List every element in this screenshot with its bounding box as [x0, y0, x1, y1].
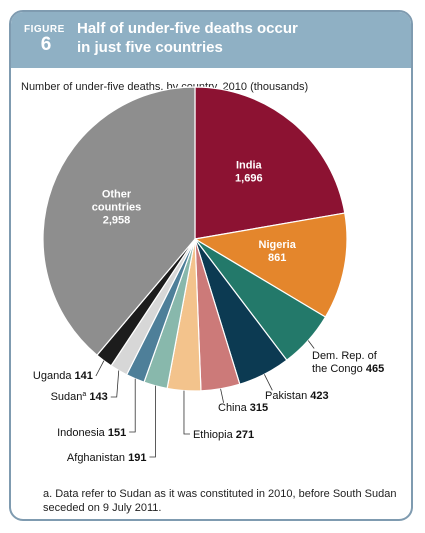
slice-label-china: China 315: [218, 402, 268, 414]
leader-line-afghanistan: [149, 385, 156, 458]
slice-label-india: India 1,696: [235, 160, 263, 185]
chart-title-line-1: Half of under-five deaths occur: [77, 20, 298, 37]
chart-title-line-2: in just five countries: [77, 39, 223, 56]
slice-label-nigeria: Nigeria 861: [259, 239, 297, 264]
figure-header: FIGURE 6 Half of under-five deaths occur…: [11, 12, 411, 68]
leader-line-sudan: [110, 370, 120, 398]
leader-line-dem-rep-of-the-congo: [307, 340, 315, 349]
slice-label-uganda: Uganda 141: [33, 370, 93, 382]
pie-slice-india: [194, 86, 346, 240]
figure-label: FIGURE: [24, 24, 65, 35]
slice-label-other-countries: Other countries 2,958: [92, 188, 142, 226]
chart-subtitle: Number of under-five deaths, by country,…: [21, 81, 309, 93]
slice-label-indonesia: Indonesia 151: [57, 427, 126, 439]
slice-label-afghanistan: Afghanistan 191: [67, 452, 147, 464]
leader-line-china: [220, 388, 224, 403]
figure-number: 6: [40, 34, 52, 55]
leader-line-pakistan: [263, 374, 273, 391]
slice-label-sudan: Sudana 143: [51, 391, 108, 403]
leader-line-indonesia: [129, 378, 136, 433]
chart-title: Half of under-five deaths occur in just …: [77, 19, 397, 57]
leader-line-ethiopia: [183, 390, 190, 435]
slice-label-dem-rep-of-the-congo: Dem. Rep. of the Congo 465: [312, 350, 384, 375]
slice-label-pakistan: Pakistan 423: [265, 390, 329, 402]
slice-label-ethiopia: Ethiopia 271: [193, 429, 254, 441]
pie-slice-other-countries: [42, 86, 196, 357]
footnote: a. Data refer to Sudan as it was constit…: [43, 488, 397, 514]
pie-slice-nigeria: [193, 212, 348, 318]
leader-line-uganda: [95, 360, 105, 377]
